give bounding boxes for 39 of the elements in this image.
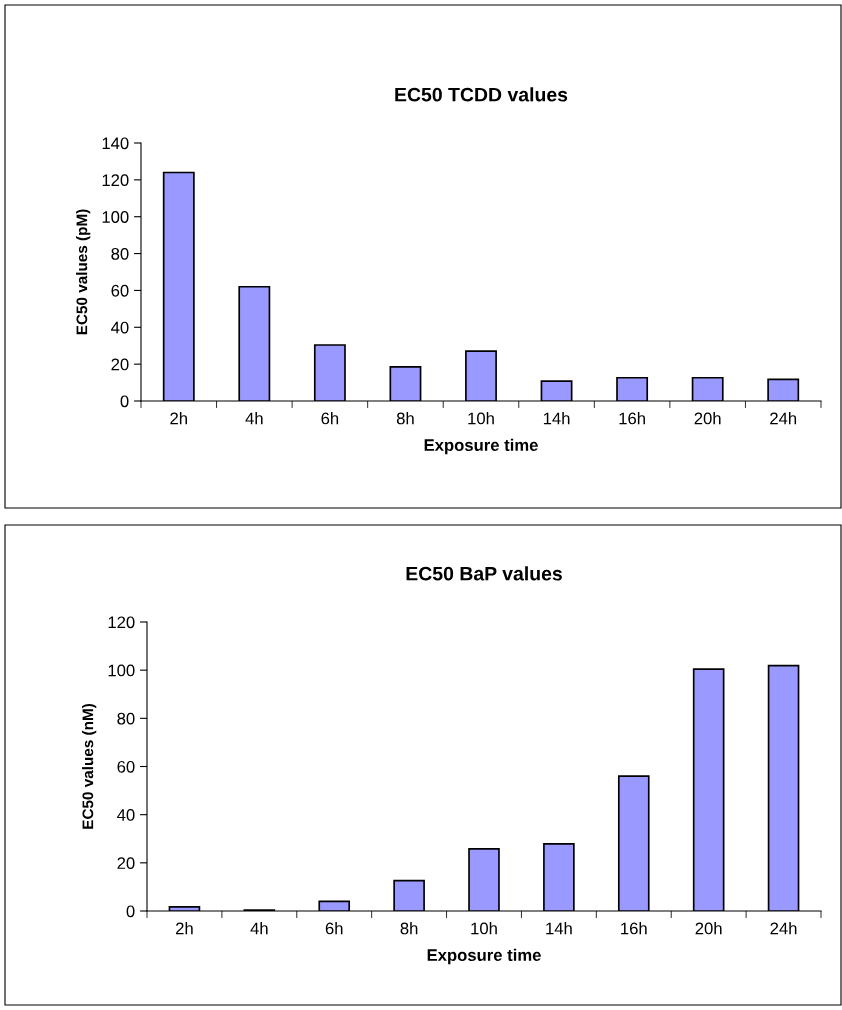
y-tick-label: 20 xyxy=(117,857,135,870)
y-axis-title: EC50 values (nM) xyxy=(82,704,97,829)
x-tick-label: 4h xyxy=(250,922,268,935)
x-tick-label: 8h xyxy=(400,922,418,935)
y-tick-label: 60 xyxy=(117,760,135,773)
x-tick-label: 20h xyxy=(695,922,722,935)
x-tick-label: 14h xyxy=(543,412,570,425)
x-tick-label: 14h xyxy=(546,922,572,935)
x-tick-label: 2h xyxy=(176,922,193,935)
x-axis-title: Exposure time xyxy=(427,948,541,965)
y-tick-label: 100 xyxy=(108,664,135,677)
x-tick-label: 24h xyxy=(770,922,797,935)
y-tick-label: 20 xyxy=(111,358,129,371)
x-tick-label: 2h xyxy=(170,412,187,425)
y-tick-label: 40 xyxy=(111,321,129,334)
y-tick-label: 80 xyxy=(117,712,135,725)
chart-title: EC50 TCDD values xyxy=(395,87,568,102)
y-tick-label: 40 xyxy=(117,809,135,821)
x-tick-label: 10h xyxy=(468,412,494,425)
x-tick-label: 8h xyxy=(396,412,414,425)
y-tick-label: 100 xyxy=(102,211,129,223)
y-tick-label: 60 xyxy=(111,284,129,297)
x-tick-label: 24h xyxy=(770,412,797,425)
x-tick-label: 6h xyxy=(321,412,339,425)
y-tick-label: 120 xyxy=(108,616,135,629)
x-axis-title: Exposure time xyxy=(424,438,538,455)
x-tick-label: 6h xyxy=(325,922,343,935)
chart-title: EC50 BaP values xyxy=(406,566,562,581)
y-tick-label: 120 xyxy=(102,174,129,187)
y-axis-title: EC50 values (pM) xyxy=(76,209,91,335)
x-tick-label: 4h xyxy=(245,412,263,425)
x-tick-label: 16h xyxy=(619,412,645,425)
y-tick-label: 0 xyxy=(126,905,135,918)
x-tick-label: 20h xyxy=(694,412,721,425)
y-tick-label: 0 xyxy=(120,395,129,408)
y-tick-label: 80 xyxy=(111,247,129,260)
y-tick-label: 140 xyxy=(102,137,129,150)
x-tick-label: 10h xyxy=(471,922,497,935)
x-tick-label: 16h xyxy=(621,922,647,935)
